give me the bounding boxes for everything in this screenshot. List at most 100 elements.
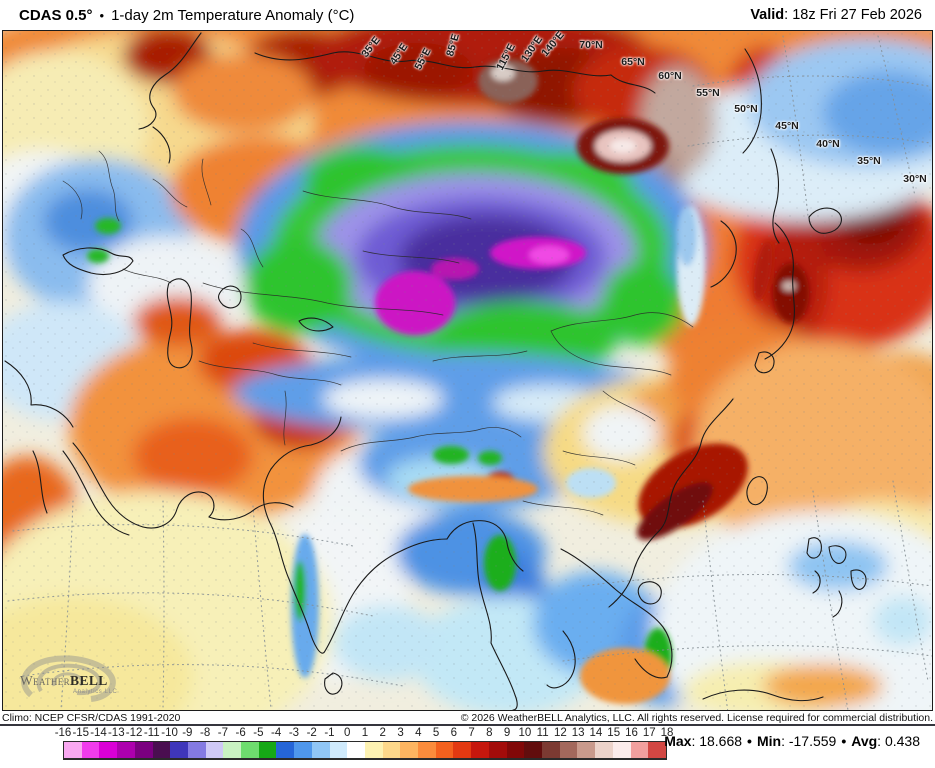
colorbar-tick: -6: [235, 727, 246, 739]
colorbar-tick: -4: [271, 727, 282, 739]
map-title: CDAS 0.5° • 1-day 2m Temperature Anomaly (…: [19, 7, 354, 24]
colorbar-tick: -2: [306, 727, 317, 739]
colorbar-cell: [223, 742, 242, 758]
colorbar-cell: [488, 742, 507, 758]
colorbar-tick: 8: [486, 727, 493, 739]
watermark-bell: BELL: [70, 673, 108, 688]
colorbar-tick: 1: [361, 727, 369, 739]
colorbar-cell: [276, 742, 295, 758]
colorbar-cell: [294, 742, 312, 758]
header: CDAS 0.5° • 1-day 2m Temperature Anomaly (…: [0, 0, 935, 30]
colorbar-tick: -9: [182, 727, 193, 739]
weatherbell-watermark: WeatherBELL Analytics LLC: [11, 653, 143, 710]
colorbar-cell: [524, 742, 542, 758]
stat-max-value: : 18.668: [691, 733, 743, 749]
colorbar-cell: [595, 742, 613, 758]
latitude-label: 55°N: [696, 87, 720, 99]
colorbar-tick: 14: [589, 727, 603, 739]
colorbar-cell: [382, 742, 401, 758]
anomaly-stats: Max: 18.668 • Min: -17.559 • Avg: 0.438: [664, 733, 920, 749]
colorbar-cell: [400, 742, 419, 758]
colorbar-tick: -8: [199, 727, 211, 739]
colorbar-tick: 10: [518, 727, 532, 739]
colorbar-cell: [541, 742, 560, 758]
latitude-label: 50°N: [734, 103, 758, 115]
caption-row: Climo: NCEP CFSR/CDAS 1991-2020 © 2026 W…: [2, 712, 933, 724]
colorbar-cell: [329, 742, 348, 758]
colorbar-cell: [187, 742, 206, 758]
colorbar-tick: -3: [288, 727, 300, 739]
colorbar-tick: 15: [607, 727, 621, 739]
colorbar-cell: [630, 742, 649, 758]
colorbar-cell: [134, 742, 153, 758]
stat-bullet: •: [841, 733, 847, 749]
colorbar-tick: 0: [344, 727, 351, 739]
colorbar-tick: -13: [107, 727, 125, 739]
stat-bullet: •: [747, 733, 752, 749]
colorbar-cell: [648, 742, 666, 758]
colorbar-cell: [364, 742, 383, 758]
colorbar-tick: -1: [324, 727, 335, 739]
colorbar-cell: [152, 742, 171, 758]
colorbar-tick: -16: [54, 727, 72, 739]
latitude-label: 65°N: [621, 56, 645, 68]
colorbar-tick: 7: [468, 727, 475, 739]
watermark-weather: Weather: [20, 673, 71, 688]
latitude-label: 30°N: [903, 173, 927, 185]
colorbar-cell: [311, 742, 330, 758]
colorbar-tick: 5: [432, 727, 440, 739]
latitude-label: 60°N: [658, 70, 682, 82]
page-title: 1-day 2m Temperature Anomaly (°C): [111, 6, 355, 24]
anomaly-map-graphic: [3, 31, 932, 710]
latitude-label: 45°N: [775, 120, 799, 132]
latitude-label: 70°N: [579, 39, 603, 51]
copyright-note: © 2026 WeatherBELL Analytics, LLC. All r…: [460, 712, 933, 724]
colorbar-tick: 18: [660, 727, 674, 739]
valid-value: : 18z Fri 27 Feb 2026: [784, 7, 922, 23]
colorbar-cell: [241, 742, 259, 758]
colorbar-cell: [170, 742, 188, 758]
latitude-label: 40°N: [816, 138, 840, 150]
colorbar-tick: -14: [90, 727, 107, 739]
colorbar-cell: [347, 742, 365, 758]
stat-min-label: Min: [756, 733, 782, 749]
colorbar-tick: 16: [625, 727, 638, 739]
swirl-logo-icon: [21, 655, 116, 702]
colorbar-tick: -7: [217, 727, 228, 739]
latitude-label: 35°N: [857, 155, 881, 167]
colorbar-tick: 11: [536, 727, 549, 739]
colorbar-tick: -11: [143, 727, 160, 739]
colorbar-cell: [506, 742, 525, 758]
colorbar-cell: [453, 742, 472, 758]
climo-note: Climo: NCEP CFSR/CDAS 1991-2020: [2, 712, 181, 724]
watermark-subtext: Analytics LLC: [73, 689, 118, 695]
colorbar-tick: 3: [397, 727, 404, 739]
colorbar: -16 -15 -14 -13 -12 -11 -10 -9 -8 -7 -6 -5 -4 -3 -2 -1 0…: [55, 727, 673, 760]
model-name: CDAS 0.5°: [19, 6, 93, 24]
colorbar-cell: [471, 742, 489, 758]
colorbar-cell: [418, 742, 436, 758]
map-canvas: 70°N 65°N 60°N 55°N 50°N 45°N 40°N 35°N 30°N 35°E…: [2, 30, 933, 711]
colorbar-tick: 17: [642, 727, 656, 739]
colorbar-cell: [612, 742, 631, 758]
colorbar-cell: [205, 742, 224, 758]
colorbar-cell: [64, 742, 82, 758]
colorbar-cell: [435, 742, 454, 758]
stat-max-label: Max: [664, 733, 692, 749]
colorbar-cell: [559, 742, 578, 758]
divider-rule: [0, 724, 935, 726]
valid-time: Valid: 18z Fri 27 Feb 2026: [750, 7, 922, 23]
title-separator: •: [99, 7, 105, 23]
colorbar-cell: [81, 742, 100, 758]
colorbar-tick: -12: [125, 727, 143, 739]
colorbar-cell: [577, 742, 596, 758]
colorbar-tick: 13: [571, 727, 585, 739]
colorbar-cell: [99, 742, 118, 758]
colorbar-tick: -5: [253, 727, 264, 739]
watermark-brand: WeatherBELL: [20, 673, 108, 689]
stat-avg-value: : 0.438: [877, 733, 920, 749]
colorbar-tick: -10: [161, 727, 178, 739]
colorbar-cells: [63, 741, 667, 760]
colorbar-tick: 6: [450, 727, 458, 739]
colorbar-cell: [258, 742, 277, 758]
